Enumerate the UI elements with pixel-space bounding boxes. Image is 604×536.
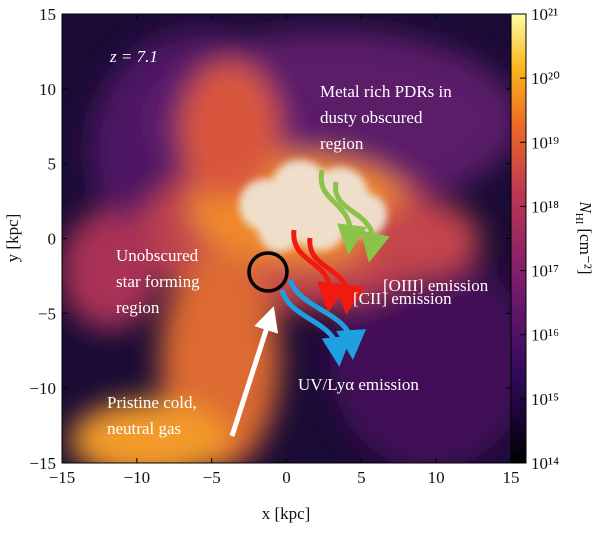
y-tick-label: 5 (48, 155, 57, 174)
annotation: Unobscured (116, 246, 199, 265)
colorbar-tick-label: 10¹⁷ (531, 262, 559, 281)
y-tick-label: 10 (39, 80, 56, 99)
y-tick-label: −15 (29, 454, 56, 473)
colorbar-tick-label: 10¹⁶ (531, 326, 559, 345)
colorbar-tick-label: 10¹⁴ (531, 454, 559, 473)
x-tick-label: 0 (282, 468, 291, 487)
colorbar-symbol: N (576, 200, 595, 214)
colorbar-tick-label: 10²¹ (531, 5, 558, 24)
x-tick-label: −15 (49, 468, 76, 487)
annotation: UV/Lyα emission (298, 375, 419, 394)
annotation: Metal rich PDRs in (320, 82, 452, 101)
annotation: z = 7.1 (109, 47, 158, 66)
annotation: star forming (116, 272, 200, 291)
annotation: [OIII] emission (383, 276, 489, 295)
annotation: neutral gas (107, 419, 181, 438)
annotation: dusty obscured (320, 108, 423, 127)
colorbar (510, 13, 527, 464)
y-tick-label: −5 (38, 304, 56, 323)
y-tick-label: 15 (39, 5, 56, 24)
colorbar-label: NHI [cm⁻²] (573, 200, 595, 274)
colorbar-subscript: HI (573, 213, 585, 225)
y-axis-label: y [kpc] (3, 214, 22, 263)
annotation: region (116, 298, 160, 317)
annotation: [CII] emission (353, 289, 452, 308)
density-map: z = 7.1 Metal rich PDRs in dusty obscured r… (62, 14, 511, 463)
x-tick-label: −10 (124, 468, 151, 487)
x-tick-label: 5 (357, 468, 366, 487)
colorbar-tick-label: 10¹⁵ (531, 390, 559, 409)
colorbar-tick-label: 10¹⁹ (531, 133, 559, 152)
colorbar-tick-label: 10²⁰ (531, 69, 560, 88)
x-axis-label: x [kpc] (262, 504, 311, 523)
y-tick-label: 0 (48, 230, 57, 249)
annotation: region (320, 134, 364, 153)
x-tick-label: 10 (428, 468, 445, 487)
colorbar-tick-label: 10¹⁸ (531, 197, 559, 216)
annotation: Pristine cold, (107, 393, 197, 412)
x-tick-label: −5 (203, 468, 221, 487)
x-tick-label: 15 (503, 468, 520, 487)
y-tick-label: −10 (29, 379, 56, 398)
colorbar-unit: [cm⁻²] (576, 228, 595, 274)
